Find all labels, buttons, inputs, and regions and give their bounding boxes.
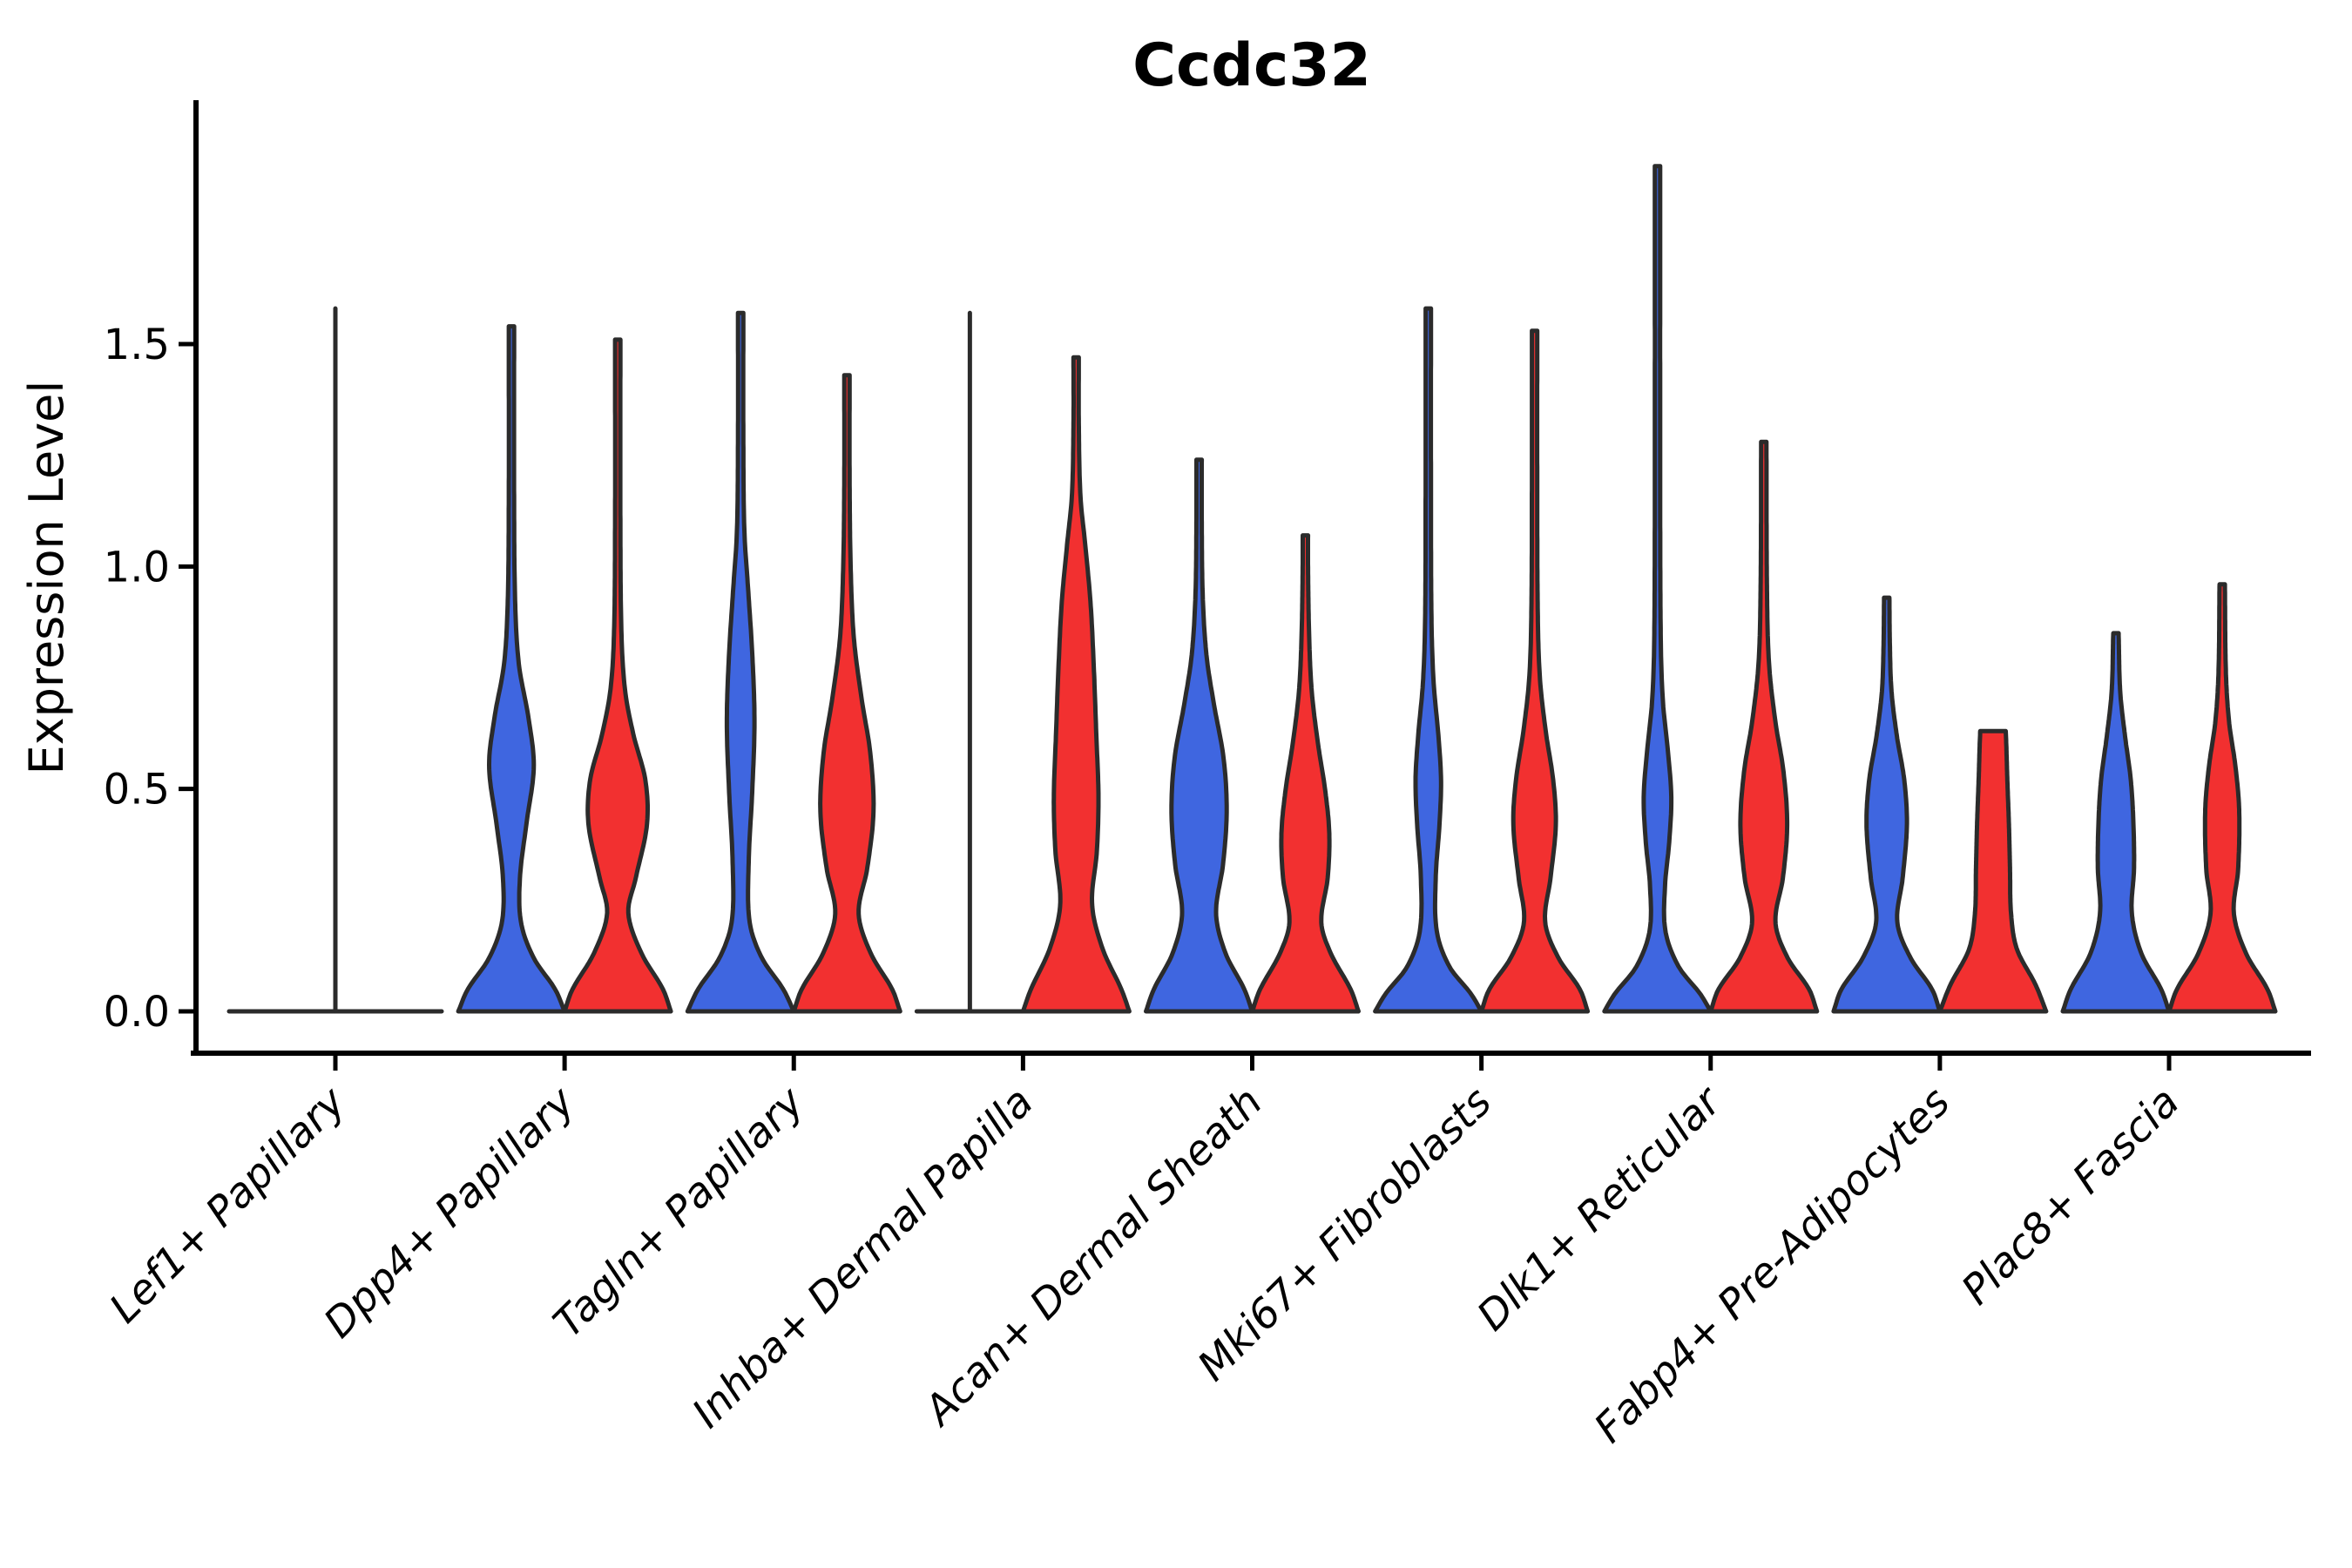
y-tick-label-1.5: 1.5 xyxy=(104,321,170,369)
x-tick-label-dpp4-papillary: Dpp4+ Papillary xyxy=(314,1078,585,1348)
violin-tagln-papillary-blue xyxy=(685,310,796,1014)
x-tick-label-plac8-fascia: Plac8+ Fascia xyxy=(1952,1078,2188,1315)
y-tick-label-1.0: 1.0 xyxy=(104,543,170,591)
violin-tagln-papillary-red xyxy=(791,373,902,1014)
x-tick-label-dlk1-reticular: Dlk1+ Reticular xyxy=(1468,1077,1732,1341)
chart-title: Ccdc32 xyxy=(1132,31,1371,100)
violin-fabp4-pre-adipocytes-red xyxy=(1937,728,2049,1014)
violin-inhba-dermal-papilla-red xyxy=(1020,355,1132,1014)
violin-mki67-fibroblasts-blue xyxy=(1373,306,1484,1014)
violin-plac8-fascia-blue xyxy=(2060,631,2172,1014)
y-axis-label: Expression Level xyxy=(19,381,74,775)
violins-layer xyxy=(226,164,2278,1014)
violin-acan-dermal-sheath-blue xyxy=(1144,457,1254,1014)
violin-fabp4-pre-adipocytes-blue xyxy=(1831,595,1943,1014)
y-tick-label-0.5: 0.5 xyxy=(104,766,170,814)
x-tick-label-lef1-papillary: Lef1+ Papillary xyxy=(100,1078,355,1333)
violin-dlk1-reticular-red xyxy=(1708,439,1820,1014)
x-tick-label-tagln-papillary: Tagln+ Papillary xyxy=(544,1078,814,1348)
violin-dlk1-reticular-blue xyxy=(1602,164,1713,1014)
y-axis-ticks: 0.0 0.5 1.0 1.5 xyxy=(104,321,196,1037)
violin-mki67-fibroblasts-red xyxy=(1479,328,1591,1014)
violin-dpp4-papillary-red xyxy=(562,337,673,1014)
violin-acan-dermal-sheath-red xyxy=(1250,533,1361,1014)
violin-plac8-fascia-red xyxy=(2166,582,2278,1014)
y-tick-label-0.0: 0.0 xyxy=(104,988,170,1037)
violin-dpp4-papillary-blue xyxy=(456,324,567,1014)
